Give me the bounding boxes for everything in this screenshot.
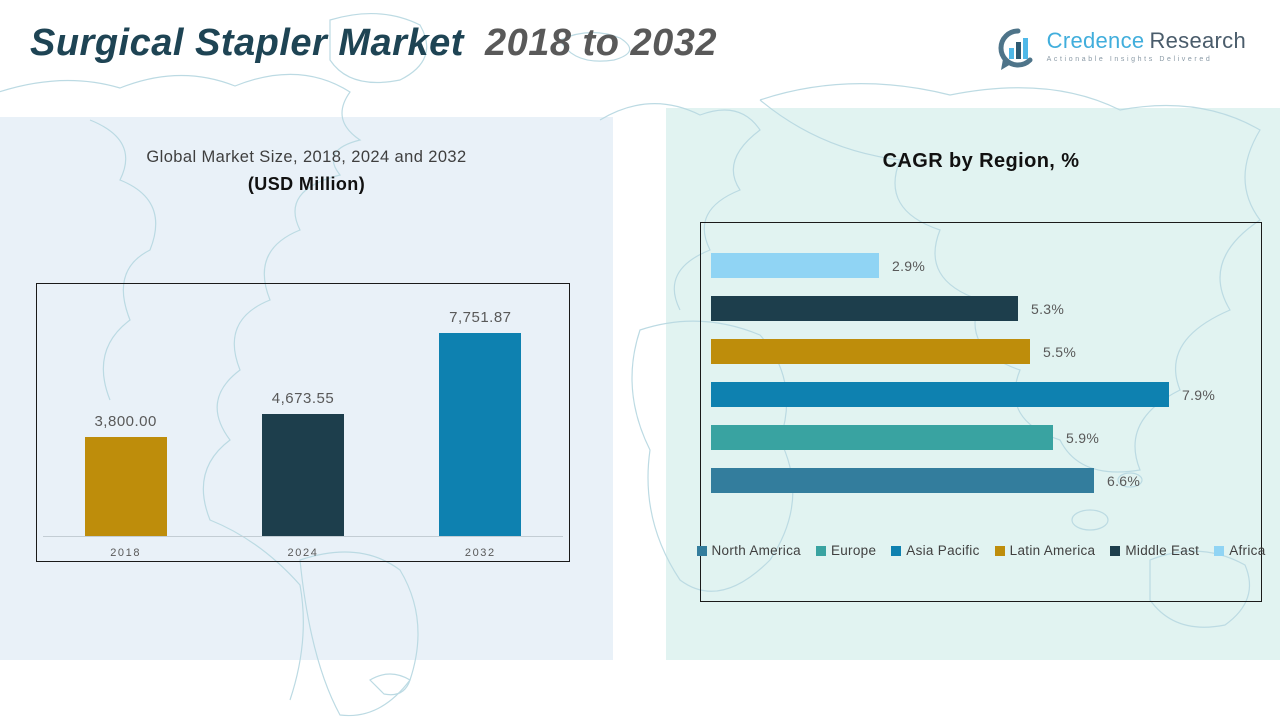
value-label: 5.3% [1031,300,1065,317]
bar-2024 [261,414,344,537]
x-tick-label: 2024 [287,547,319,559]
legend-swatch [696,545,707,556]
logo-text: Credence Research Actionable Insights Del… [1047,28,1246,63]
chart-legend: North America Europe Asia Pacific Latin Ame… [696,543,1265,558]
legend-label: Asia Pacific [906,543,980,558]
logo-chart-bubble-icon [998,28,1033,70]
bar-2018 [84,437,167,537]
logo-brand-research: Research [1149,28,1246,53]
logo-brand-credence: Credence [1046,28,1145,53]
bar-2032 [439,333,522,537]
legend-swatch [815,545,826,556]
bar-latin-america [711,339,1030,364]
page-title-main: Surgical Stapler Market [30,22,464,64]
market-size-bars-area: 3,800.00 4,673.55 7,751.87 [37,302,569,537]
legend-item-middle-east: Middle East [1110,543,1199,558]
legend-label: North America [711,543,801,558]
bar-asia-pacific [711,382,1169,407]
legend-item-north-america: North America [696,543,801,558]
page-title-range: 2018 to 2032 [484,22,718,64]
legend-label: Europe [830,543,877,558]
cagr-by-region-bar-chart: 2.9% 5.3% 5.5% 7.9% 5.9% 6.6% North America Eu… [696,222,1265,602]
left-chart-title-block: Global Market Size, 2018, 2024 and 2032 … [0,148,613,195]
bar-row-north-america: 6.6% [711,468,1140,493]
legend-label: Latin America [1009,543,1096,558]
legend-swatch [891,545,902,556]
bar-row-latin-america: 5.5% [711,339,1076,364]
value-label: 5.5% [1043,343,1077,360]
value-label: 6.6% [1107,472,1141,489]
x-axis-labels: 2018 2024 2032 [37,547,569,559]
bar-middle-east [711,296,1018,321]
logo-tagline: Actionable Insights Delivered [1046,56,1213,63]
value-label: 2.9% [892,257,926,274]
bar-column-2032: 7,751.87 [392,309,569,537]
x-tick-label: 2018 [110,547,142,559]
logo-brand-name: Credence Research [1047,28,1246,54]
x-tick-label: 2032 [464,547,496,559]
right-chart-title: CAGR by Region, % [882,150,1080,172]
bar-row-africa: 2.9% [711,253,925,278]
bar-europe [711,425,1053,450]
legend-item-africa: Africa [1214,543,1265,558]
bar-row-asia-pacific: 7.9% [711,382,1215,407]
value-label: 7.9% [1182,386,1216,403]
legend-swatch [994,545,1005,556]
legend-item-europe: Europe [815,543,877,558]
bar-row-europe: 5.9% [711,425,1099,450]
x-axis-line [43,536,563,537]
bar-column-2024: 4,673.55 [214,390,391,537]
value-label: 3,800.00 [94,413,157,430]
credence-research-logo: Credence Research Actionable Insights Del… [997,28,1246,72]
left-chart-subtitle: (USD Million) [247,174,366,194]
legend-label: Africa [1229,543,1266,558]
left-chart-title: Global Market Size, 2018, 2024 and 2032 [146,148,467,166]
bar-africa [711,253,879,278]
legend-item-latin-america: Latin America [994,543,1096,558]
bar-row-middle-east: 5.3% [711,296,1064,321]
legend-swatch [1110,545,1121,556]
page-title: Surgical Stapler Market 2018 to 2032 [30,22,717,65]
value-label: 5.9% [1066,429,1100,446]
value-label: 4,673.55 [271,390,335,407]
bar-column-2018: 3,800.00 [37,413,214,537]
legend-swatch [1214,545,1225,556]
legend-label: Middle East [1125,543,1200,558]
legend-item-asia-pacific: Asia Pacific [891,543,979,558]
market-size-bar-chart: 3,800.00 4,673.55 7,751.87 2018 2024 2032 [36,283,570,562]
bar-north-america [711,468,1094,493]
value-label: 7,751.87 [449,309,512,326]
